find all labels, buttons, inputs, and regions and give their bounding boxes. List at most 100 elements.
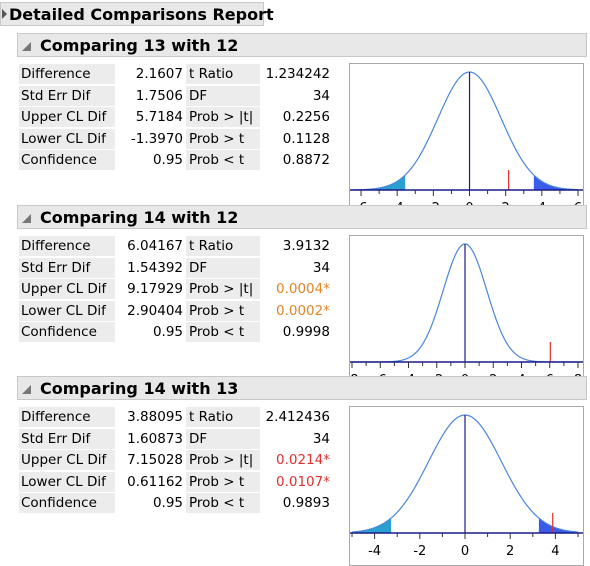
- stat-label: Lower CL Dif: [19, 128, 115, 149]
- disclosure-triangle-icon[interactable]: [22, 42, 31, 51]
- x-tick-label: 2: [506, 544, 514, 559]
- x-tick-label: 4: [551, 544, 559, 559]
- test-value: 34: [312, 430, 330, 447]
- test-label: Prob < t: [186, 150, 260, 170]
- stat-value: 7.15028: [127, 452, 183, 468]
- comparison-header[interactable]: Comparing 14 with 12: [17, 205, 587, 229]
- stat-value: 6.04167: [127, 238, 183, 254]
- stat-label: Upper CL Dif: [19, 450, 115, 470]
- test-value: 34: [312, 259, 330, 276]
- test-value: 0.0002*: [276, 302, 330, 319]
- stat-value: 3.88095: [127, 409, 183, 425]
- stat-label: Std Err Dif: [19, 428, 115, 449]
- stat-row: Upper CL Dif 9.17929 Prob > |t| 0.0004*: [19, 279, 330, 301]
- test-value: 0.0107*: [276, 473, 330, 490]
- stat-value: 0.95: [152, 495, 183, 511]
- test-value: 1.234242: [265, 66, 330, 82]
- stat-value: 1.54392: [127, 259, 183, 276]
- disclosure-triangle-icon[interactable]: [22, 214, 31, 223]
- test-label: Prob < t: [186, 493, 260, 513]
- test-label: DF: [186, 85, 260, 106]
- stat-row: Std Err Dif 1.54392 DF 34: [19, 257, 330, 280]
- stat-value: -1.3970: [130, 130, 183, 147]
- test-label: Prob > t: [186, 471, 260, 492]
- test-label: t Ratio: [186, 64, 260, 84]
- stat-row: Std Err Dif 1.60873 DF 34: [19, 428, 330, 451]
- test-value: 0.9998: [282, 324, 330, 340]
- test-value: 3.9132: [282, 238, 330, 254]
- stat-value: 0.95: [152, 152, 183, 168]
- stat-row: Upper CL Dif 5.7184 Prob > |t| 0.2256: [19, 107, 330, 129]
- stat-value: 0.61162: [127, 473, 183, 490]
- test-value: 34: [312, 87, 330, 104]
- lower-tail-area: [352, 175, 406, 190]
- disclosure-triangle-icon[interactable]: [22, 385, 31, 394]
- comparison-header[interactable]: Comparing 13 with 12: [17, 33, 587, 57]
- comparison-title: Comparing 14 with 12: [40, 208, 239, 227]
- stat-label: Confidence: [19, 322, 115, 342]
- stat-value: 2.90404: [127, 302, 183, 319]
- test-label: Prob > |t|: [186, 279, 260, 299]
- comparison-title: Comparing 14 with 13: [40, 379, 239, 398]
- stat-row: Confidence 0.95 Prob < t 0.9893: [19, 493, 330, 515]
- stat-label: Difference: [19, 407, 115, 427]
- test-label: Prob > t: [186, 300, 260, 321]
- test-value: 0.8872: [282, 152, 330, 168]
- test-label: Prob > |t|: [186, 450, 260, 470]
- stat-value: 0.95: [152, 324, 183, 340]
- test-value: 0.0004*: [276, 281, 330, 297]
- stat-value: 1.7506: [135, 87, 183, 104]
- stat-row: Lower CL Dif -1.3970 Prob > t 0.1128: [19, 128, 330, 151]
- stat-label: Confidence: [19, 493, 115, 513]
- comparison-stats-table: Difference 6.04167 t Ratio 3.9132 Std Err Di…: [19, 236, 330, 344]
- stat-row: Difference 2.1607 t Ratio 1.234242: [19, 64, 330, 86]
- x-tick-label: -4: [368, 544, 381, 559]
- test-value: 2.412436: [265, 409, 330, 425]
- t-distribution-plot: -4 -2 0 2 4: [349, 406, 584, 566]
- test-label: Prob > |t|: [186, 107, 260, 127]
- stat-label: Confidence: [19, 150, 115, 170]
- test-label: Prob < t: [186, 322, 260, 342]
- stat-label: Std Err Dif: [19, 85, 115, 106]
- comparison-stats-table: Difference 3.88095 t Ratio 2.412436 Std Err …: [19, 407, 330, 515]
- lower-tail-area: [352, 518, 392, 533]
- test-label: DF: [186, 428, 260, 449]
- report-header[interactable]: Detailed Comparisons Report: [0, 2, 274, 26]
- plot-svg: -8-6-4-202468: [350, 243, 583, 388]
- stat-row: Upper CL Dif 7.15028 Prob > |t| 0.0214*: [19, 450, 330, 472]
- test-value: 0.9893: [282, 495, 330, 511]
- comparison-title: Comparing 13 with 12: [40, 36, 239, 55]
- stat-label: Difference: [19, 64, 115, 84]
- stat-label: Difference: [19, 236, 115, 256]
- upper-tail-area: [533, 175, 578, 190]
- stat-value: 1.60873: [127, 430, 183, 447]
- comparison-header[interactable]: Comparing 14 with 13: [17, 376, 587, 400]
- stat-value: 2.1607: [135, 66, 183, 82]
- stat-row: Confidence 0.95 Prob < t 0.9998: [19, 322, 330, 344]
- stat-label: Upper CL Dif: [19, 107, 115, 127]
- t-distribution-plot: -8-6-4-202468: [349, 235, 584, 395]
- stat-value: 9.17929: [127, 281, 183, 297]
- test-label: DF: [186, 257, 260, 278]
- test-value: 0.1128: [282, 130, 330, 147]
- test-value: 0.0214*: [276, 452, 330, 468]
- test-label: t Ratio: [186, 407, 260, 427]
- stat-label: Std Err Dif: [19, 257, 115, 278]
- test-label: Prob > t: [186, 128, 260, 149]
- stat-label: Lower CL Dif: [19, 471, 115, 492]
- stat-row: Lower CL Dif 2.90404 Prob > t 0.0002*: [19, 300, 330, 323]
- upper-tail-area: [538, 518, 578, 533]
- test-value: 0.2256: [282, 109, 330, 125]
- stat-row: Lower CL Dif 0.61162 Prob > t 0.0107*: [19, 471, 330, 494]
- report-title: Detailed Comparisons Report: [9, 5, 274, 24]
- plot-svg: -6-4-20246: [350, 71, 583, 216]
- disclosure-triangle-icon[interactable]: [2, 9, 7, 19]
- stat-value: 5.7184: [135, 109, 183, 125]
- density-curve: [351, 71, 579, 191]
- stat-row: Confidence 0.95 Prob < t 0.8872: [19, 150, 330, 172]
- stat-row: Difference 3.88095 t Ratio 2.412436: [19, 407, 330, 429]
- x-tick-label: -2: [413, 544, 426, 559]
- plot-svg: -4 -2 0 2 4: [350, 414, 583, 559]
- stat-label: Lower CL Dif: [19, 300, 115, 321]
- stat-row: Difference 6.04167 t Ratio 3.9132: [19, 236, 330, 258]
